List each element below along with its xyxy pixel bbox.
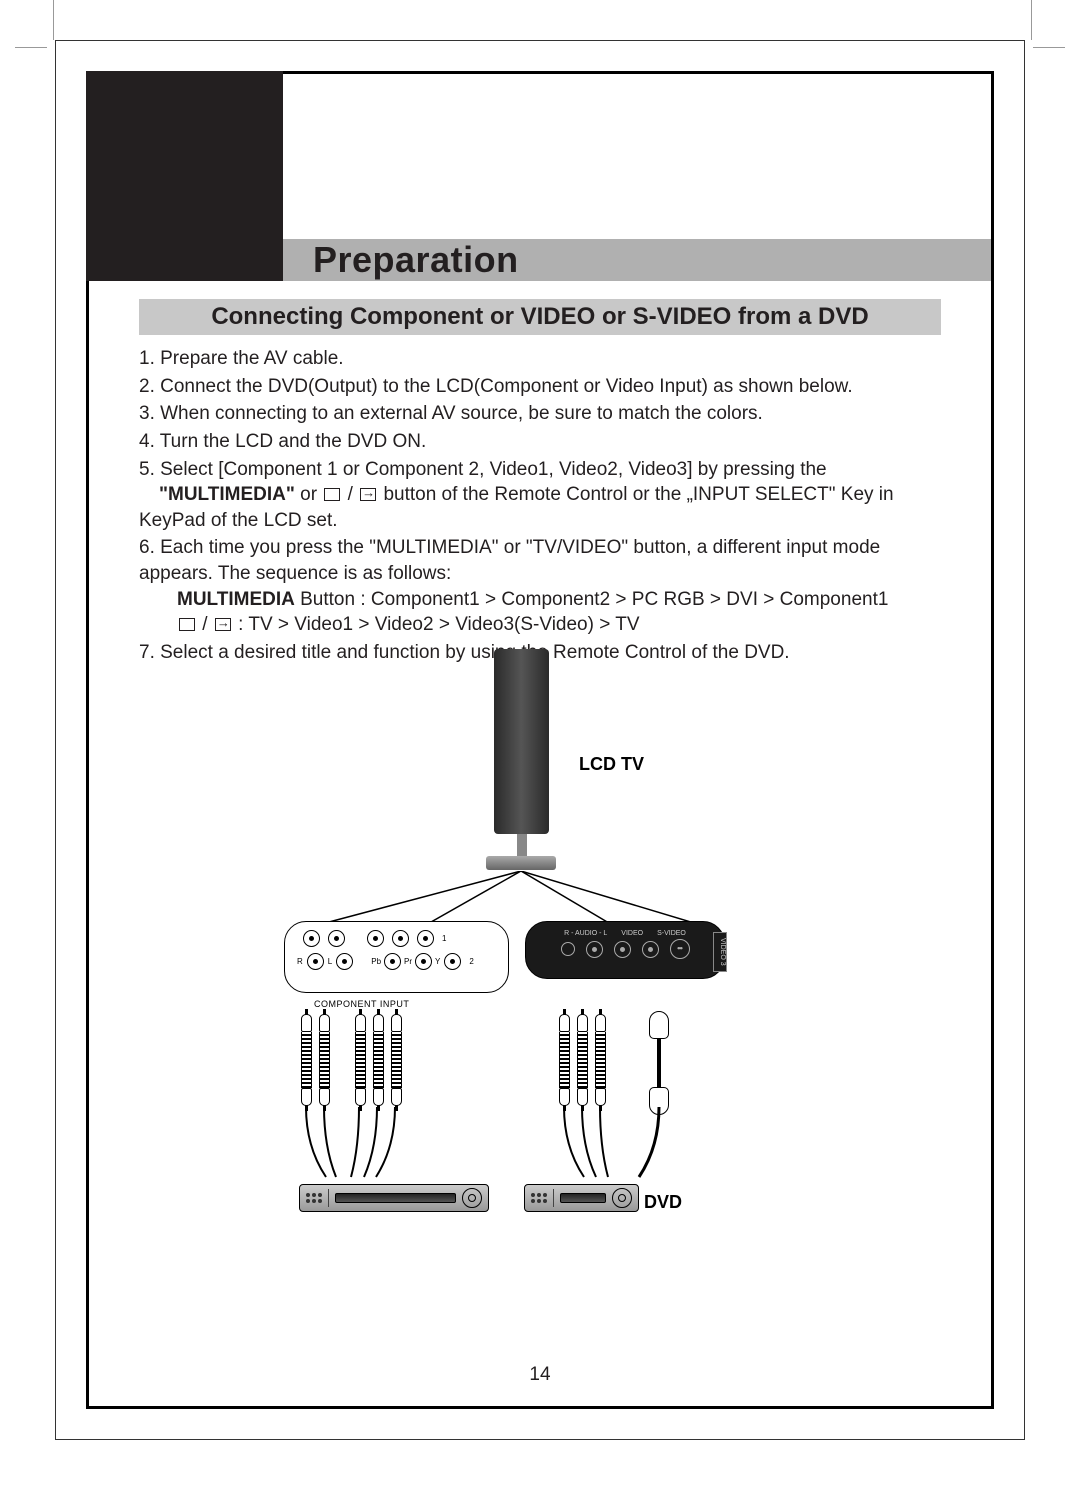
page-inner-frame: Preparation Connecting Component or VIDE… [86, 71, 994, 1409]
row-1-label: 1 [442, 934, 446, 943]
svideo-jack [670, 939, 690, 959]
instruction-list: 1. Prepare the AV cable. 2. Connect the … [139, 346, 941, 668]
input-arrow-icon [215, 618, 231, 631]
disc-icon [612, 1188, 632, 1208]
row-2-label: 2 [469, 957, 473, 966]
lcd-tv-graphic [494, 649, 549, 879]
svideo-label: S-VIDEO [657, 930, 686, 937]
crop-mark [15, 47, 47, 48]
component-input-label: COMPONENT INPUT [314, 999, 409, 1009]
page-outer-frame: Preparation Connecting Component or VIDE… [55, 40, 1025, 1440]
step-4: 4. Turn the LCD and the DVD ON. [139, 429, 941, 455]
tv-base [486, 856, 556, 870]
tv-icon [324, 488, 340, 501]
multimedia-label: "MULTIMEDIA" [159, 484, 295, 505]
step-5-line1: 5. Select [Component 1 or Component 2, V… [139, 459, 827, 480]
jack [417, 930, 434, 947]
step-5: 5. Select [Component 1 or Component 2, V… [139, 457, 941, 534]
tv-icon [179, 618, 195, 631]
jack-label-pr: Pr [404, 957, 412, 966]
jack-label-y: Y [435, 957, 440, 966]
dvd-player-right [524, 1184, 639, 1212]
jack [384, 953, 401, 970]
jack [307, 953, 324, 970]
lcd-tv-label: LCD TV [579, 754, 644, 775]
jack-label-l: L [328, 957, 332, 966]
step-6-seq2: : TV > Video1 > Video2 > Video3(S-Video)… [238, 614, 639, 635]
svideo-cable [649, 1011, 669, 1115]
step-6: 6. Each time you press the "MULTIMEDIA" … [139, 535, 941, 638]
crop-mark [1033, 47, 1065, 48]
jack [586, 941, 603, 958]
jack [444, 953, 461, 970]
cable-bundle-av [559, 1014, 606, 1106]
step-5-or: or [295, 484, 322, 505]
step-1: 1. Prepare the AV cable. [139, 346, 941, 372]
jack [392, 930, 409, 947]
crop-mark [1031, 0, 1032, 40]
cable-curves-right [554, 1107, 684, 1182]
cable-bundle-audio [301, 1014, 330, 1106]
jack [336, 953, 353, 970]
cable-curves-left [296, 1107, 416, 1182]
page-subtitle: Connecting Component or VIDEO or S-VIDEO… [139, 303, 941, 331]
headphone-icon [561, 942, 575, 956]
multimedia-seq-label: MULTIMEDIA [177, 589, 295, 610]
tv-stand [517, 834, 527, 856]
connection-diagram: LCD TV DVD [89, 639, 991, 1346]
jack-label-pb: Pb [371, 957, 381, 966]
jack [367, 930, 384, 947]
step-3: 3. When connecting to an external AV sou… [139, 401, 941, 427]
step-2: 2. Connect the DVD(Output) to the LCD(Co… [139, 374, 941, 400]
title-band: Preparation [283, 239, 991, 281]
page-number: 14 [89, 1364, 991, 1386]
video-input-panel: R - AUDIO - L VIDEO S-VIDEO VIDEO 3 [525, 921, 725, 979]
component-input-panel: 1 R L Pb Pr Y 2 [284, 921, 509, 993]
cable-bundle-component [355, 1014, 402, 1106]
jack [328, 930, 345, 947]
video-label: VIDEO [621, 930, 643, 937]
video3-label: VIDEO 3 [713, 932, 727, 972]
step-6-intro: 6. Each time you press the "MULTIMEDIA" … [139, 537, 880, 584]
audio-label: R - AUDIO - L [564, 930, 607, 937]
dvd-label: DVD [644, 1192, 682, 1213]
crop-mark [53, 0, 54, 40]
tv-body [494, 649, 549, 834]
step-6-seq1: Button : Component1 > Component2 > PC RG… [295, 589, 889, 610]
jack [614, 941, 631, 958]
jack [303, 930, 320, 947]
dvd-player-left [299, 1184, 489, 1212]
subtitle-band: Connecting Component or VIDEO or S-VIDEO… [139, 299, 941, 335]
page-title: Preparation [313, 239, 519, 281]
jack-label-r: R [297, 957, 303, 966]
header-black-block [86, 71, 283, 281]
input-arrow-icon [360, 488, 376, 501]
disc-icon [462, 1188, 482, 1208]
jack [415, 953, 432, 970]
jack [642, 941, 659, 958]
fanout-lines [284, 871, 784, 926]
